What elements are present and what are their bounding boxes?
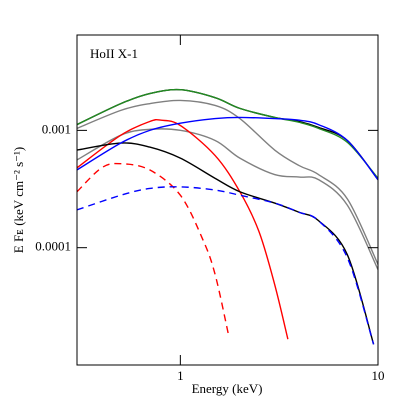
spectrum-curve bbox=[77, 142, 375, 345]
y-tick-label: 0.0001 bbox=[35, 239, 71, 254]
y-tick-label: 0.001 bbox=[42, 121, 71, 136]
spectrum-curve bbox=[77, 116, 378, 181]
annotation: HoII X-1 bbox=[90, 46, 138, 61]
spectrum-curve bbox=[77, 99, 378, 265]
plot-area bbox=[77, 88, 378, 345]
spectrum-curve bbox=[77, 162, 230, 335]
plot-frame bbox=[76, 34, 379, 366]
x-axis-label: Energy (keV) bbox=[192, 381, 263, 396]
spectrum-curve bbox=[77, 118, 289, 340]
spectrum-curve bbox=[77, 186, 375, 345]
spectrum-curve bbox=[77, 88, 378, 179]
x-tick-label: 10 bbox=[372, 368, 385, 383]
x-tick-label: 1 bbox=[177, 368, 184, 383]
spectrum-curve bbox=[77, 128, 378, 270]
y-axis-label: E Fᴇ (keV cm⁻² s⁻¹) bbox=[11, 147, 26, 254]
